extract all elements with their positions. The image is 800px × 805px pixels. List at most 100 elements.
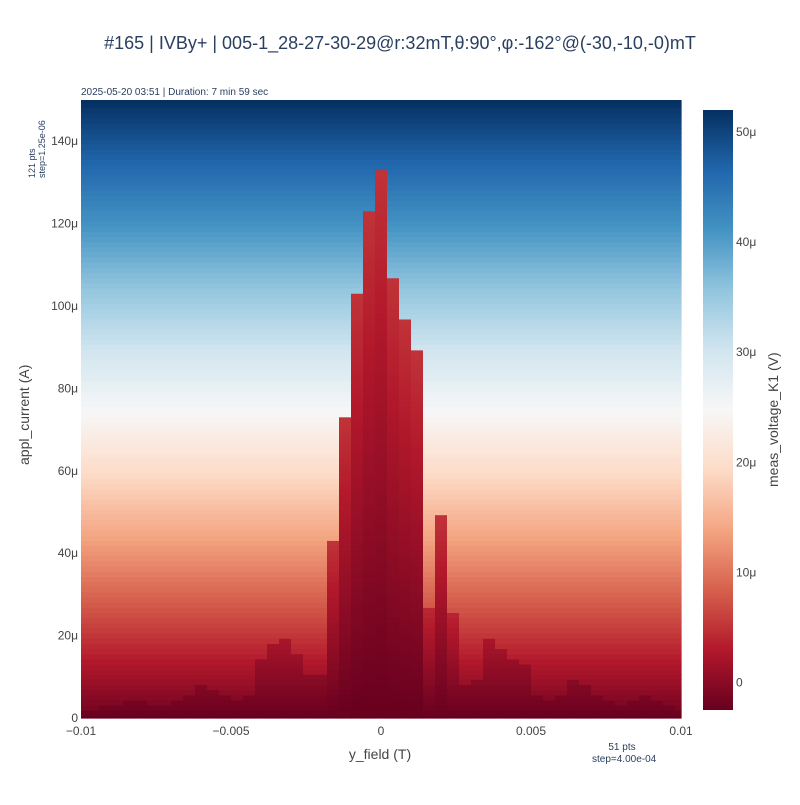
heatmap-cell	[339, 520, 352, 526]
heatmap-cell	[471, 597, 484, 603]
heatmap-cell	[519, 489, 532, 495]
heatmap-cell	[519, 314, 532, 320]
heatmap-cell	[411, 339, 424, 345]
heatmap-cell	[255, 571, 268, 577]
heatmap-cell	[519, 334, 532, 340]
heatmap-cell	[81, 515, 88, 521]
heatmap-cell	[555, 643, 568, 649]
heatmap-cell	[339, 633, 352, 639]
heatmap-cell	[135, 638, 148, 644]
heatmap-cell	[195, 648, 208, 654]
heatmap-cell	[483, 592, 496, 598]
heatmap-cell	[87, 350, 100, 356]
heatmap-cell	[111, 334, 124, 340]
heatmap-cell	[231, 602, 244, 608]
heatmap-cell	[495, 370, 508, 376]
heatmap-cell	[255, 566, 268, 572]
heatmap-cell	[111, 515, 124, 521]
heatmap-cell	[459, 221, 472, 227]
heatmap-cell	[531, 479, 544, 485]
heatmap-cell	[351, 170, 364, 176]
heatmap-cell	[435, 303, 448, 309]
heatmap-cell	[411, 314, 424, 320]
heatmap-cell	[135, 551, 148, 557]
heatmap-cell	[471, 540, 484, 546]
heatmap-cell	[375, 700, 388, 706]
heatmap-cell	[243, 406, 256, 412]
heatmap-cell	[255, 669, 268, 675]
heatmap-cell	[171, 100, 184, 103]
heatmap-cell	[423, 669, 436, 675]
heatmap-cell	[387, 185, 400, 191]
heatmap-cell	[375, 607, 388, 613]
heatmap-cell	[555, 484, 568, 490]
heatmap-cell	[111, 417, 124, 423]
heatmap-cell	[303, 200, 316, 206]
heatmap-cell	[159, 360, 172, 366]
heatmap-cell	[303, 100, 316, 103]
heatmap-cell	[195, 386, 208, 392]
heatmap-cell	[87, 339, 100, 345]
heatmap-cell	[135, 128, 148, 134]
heatmap-cell	[195, 525, 208, 531]
heatmap-cell	[99, 339, 112, 345]
heatmap-cell	[207, 309, 220, 315]
heatmap-cell	[219, 674, 232, 680]
heatmap-cell	[279, 530, 292, 536]
heatmap-cell	[303, 484, 316, 490]
heatmap-cell	[111, 525, 124, 531]
heatmap-cell	[315, 648, 328, 654]
heatmap-cell	[411, 674, 424, 680]
heatmap-cell	[363, 247, 376, 253]
heatmap-cell	[147, 576, 160, 582]
heatmap-cell	[255, 468, 268, 474]
heatmap-cell	[411, 545, 424, 551]
heatmap-cell	[387, 484, 400, 490]
heatmap-cell	[243, 690, 256, 696]
heatmap-cell	[99, 484, 112, 490]
heatmap-cell	[87, 159, 100, 165]
heatmap-cell	[111, 623, 124, 629]
heatmap-cell	[543, 607, 556, 613]
heatmap-cell	[363, 700, 376, 706]
heatmap-cell	[339, 180, 352, 186]
heatmap-cell	[183, 180, 196, 186]
heatmap-cell	[363, 659, 376, 665]
heatmap-cell	[147, 484, 160, 490]
heatmap-cell	[327, 432, 340, 438]
heatmap-cell	[123, 231, 136, 237]
heatmap-cell	[195, 267, 208, 273]
heatmap-cell	[471, 144, 484, 150]
heatmap-cell	[339, 401, 352, 407]
heatmap-cell	[87, 643, 100, 649]
heatmap-cell	[279, 406, 292, 412]
heatmap-cell	[411, 664, 424, 670]
heatmap-cell	[255, 705, 268, 711]
heatmap-cell	[351, 597, 364, 603]
heatmap-cell	[87, 144, 100, 150]
heatmap-cell	[555, 149, 568, 155]
heatmap-cell	[291, 211, 304, 217]
heatmap-cell	[111, 592, 124, 598]
heatmap-cell	[519, 206, 532, 212]
heatmap-cell	[171, 479, 184, 485]
heatmap-cell	[327, 149, 340, 155]
heatmap-cell	[399, 139, 412, 145]
heatmap-cell	[135, 226, 148, 232]
heatmap-cell	[291, 607, 304, 613]
heatmap-cell	[483, 298, 496, 304]
heatmap-cell	[171, 159, 184, 165]
heatmap-cell	[555, 582, 568, 588]
heatmap-cell	[219, 679, 232, 685]
heatmap-cell	[195, 180, 208, 186]
heatmap-cell	[435, 556, 448, 562]
heatmap-cell	[387, 221, 400, 227]
heatmap-cell	[411, 360, 424, 366]
heatmap-cell	[231, 190, 244, 196]
heatmap-cell	[231, 664, 244, 670]
heatmap-cell	[363, 582, 376, 588]
heatmap-cell	[147, 520, 160, 526]
heatmap-cell	[411, 540, 424, 546]
heatmap-cell	[423, 396, 436, 402]
heatmap-cell	[459, 262, 472, 268]
